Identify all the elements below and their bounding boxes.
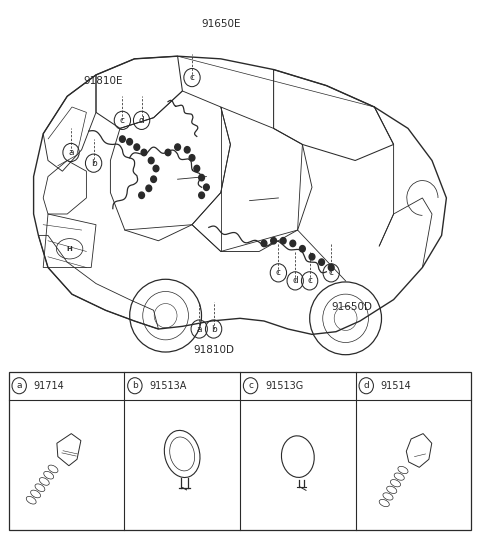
Text: a: a [196, 325, 202, 333]
Text: 91650D: 91650D [331, 302, 372, 312]
Text: b: b [91, 159, 96, 167]
Text: c: c [276, 269, 281, 277]
Circle shape [280, 238, 286, 244]
Circle shape [148, 157, 154, 164]
Text: 91514: 91514 [381, 381, 411, 391]
Circle shape [175, 144, 180, 150]
Circle shape [189, 155, 195, 161]
Circle shape [153, 165, 159, 172]
Circle shape [165, 149, 171, 156]
Text: 91810D: 91810D [193, 345, 234, 355]
Circle shape [328, 264, 334, 271]
Circle shape [319, 259, 324, 265]
Text: c: c [307, 277, 312, 285]
Text: a: a [68, 148, 74, 157]
Circle shape [127, 139, 132, 145]
Text: c: c [248, 381, 253, 390]
Circle shape [134, 144, 140, 150]
Circle shape [141, 149, 147, 156]
Text: b: b [211, 325, 216, 333]
Text: 91650E: 91650E [201, 19, 240, 29]
Circle shape [199, 192, 204, 198]
Text: c: c [120, 116, 125, 125]
Circle shape [146, 185, 152, 192]
Circle shape [120, 136, 125, 142]
Circle shape [184, 147, 190, 153]
Bar [9, 372, 471, 530]
Circle shape [261, 240, 267, 247]
Circle shape [204, 184, 209, 190]
Text: c: c [190, 73, 194, 82]
Text: d: d [363, 381, 369, 390]
Circle shape [199, 174, 204, 181]
Text: c: c [329, 269, 334, 277]
Circle shape [290, 240, 296, 247]
Text: 91714: 91714 [34, 381, 64, 391]
Text: b: b [132, 381, 138, 390]
Circle shape [151, 176, 156, 182]
Text: d: d [139, 116, 144, 125]
Circle shape [271, 238, 276, 244]
Circle shape [309, 254, 315, 260]
Text: a: a [16, 381, 22, 390]
Circle shape [194, 165, 200, 172]
Text: 91810E: 91810E [84, 75, 123, 86]
Circle shape [139, 192, 144, 198]
Text: H: H [67, 246, 72, 252]
Text: 91513A: 91513A [149, 381, 187, 391]
Text: d: d [292, 277, 298, 285]
Text: 91513G: 91513G [265, 381, 303, 391]
Circle shape [300, 246, 305, 252]
